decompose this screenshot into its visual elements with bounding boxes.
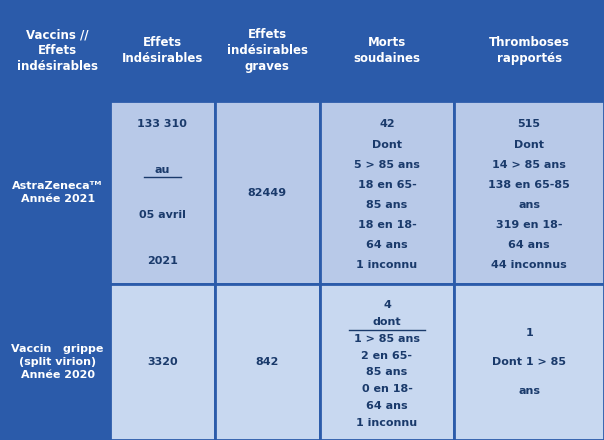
Text: 64 ans: 64 ans (366, 401, 408, 411)
Text: 14 > 85 ans: 14 > 85 ans (492, 160, 566, 169)
Text: dont: dont (373, 317, 401, 327)
FancyBboxPatch shape (215, 101, 320, 284)
Text: 82449: 82449 (248, 187, 287, 198)
Text: 515: 515 (518, 119, 541, 129)
FancyBboxPatch shape (110, 0, 215, 101)
Text: 842: 842 (255, 357, 279, 367)
Text: 133 310: 133 310 (138, 119, 187, 129)
FancyBboxPatch shape (320, 101, 454, 284)
Text: Dont: Dont (514, 139, 544, 150)
Text: 2021: 2021 (147, 256, 178, 266)
Text: Vaccin   grippe
(split virion)
Année 2020: Vaccin grippe (split virion) Année 2020 (11, 344, 104, 380)
FancyBboxPatch shape (110, 101, 215, 284)
Text: 2 en 65-: 2 en 65- (361, 351, 413, 361)
FancyBboxPatch shape (110, 284, 215, 440)
Text: 3320: 3320 (147, 357, 178, 367)
Text: 1 inconnu: 1 inconnu (356, 260, 417, 270)
Text: AstraZenecaᵀᴹ
Année 2021: AstraZenecaᵀᴹ Année 2021 (13, 181, 103, 204)
Text: 1 inconnu: 1 inconnu (356, 418, 417, 428)
Text: 18 en 18-: 18 en 18- (358, 220, 416, 230)
Text: 138 en 65-85: 138 en 65-85 (488, 180, 570, 190)
FancyBboxPatch shape (5, 284, 110, 440)
Text: 85 ans: 85 ans (366, 367, 408, 378)
Text: 1 > 85 ans: 1 > 85 ans (354, 334, 420, 344)
Text: Effets
indésirables
graves: Effets indésirables graves (226, 28, 307, 73)
Text: 4: 4 (383, 301, 391, 310)
Text: ans: ans (518, 385, 540, 396)
Text: 85 ans: 85 ans (366, 200, 408, 210)
FancyBboxPatch shape (215, 284, 320, 440)
Text: Thromboses
rapportés: Thromboses rapportés (489, 36, 570, 65)
FancyBboxPatch shape (5, 101, 110, 284)
FancyBboxPatch shape (215, 0, 320, 101)
Text: 18 en 65-: 18 en 65- (358, 180, 416, 190)
Text: 44 inconnus: 44 inconnus (491, 260, 567, 270)
FancyBboxPatch shape (320, 284, 454, 440)
Text: 42: 42 (379, 119, 395, 129)
FancyBboxPatch shape (454, 0, 604, 101)
Text: 0 en 18-: 0 en 18- (362, 384, 413, 394)
Text: 64 ans: 64 ans (509, 240, 550, 250)
Text: Effets
Indésirables: Effets Indésirables (122, 36, 203, 65)
FancyBboxPatch shape (454, 101, 604, 284)
Text: 1: 1 (525, 328, 533, 338)
Text: Dont 1 > 85: Dont 1 > 85 (492, 357, 566, 367)
Text: 319 en 18-: 319 en 18- (496, 220, 562, 230)
Text: Vaccins //
Effets
indésirables: Vaccins // Effets indésirables (17, 28, 98, 73)
Text: ans: ans (518, 200, 540, 210)
Text: au: au (155, 165, 170, 175)
Text: 5 > 85 ans: 5 > 85 ans (354, 160, 420, 169)
FancyBboxPatch shape (320, 0, 454, 101)
Text: Dont: Dont (372, 139, 402, 150)
Text: 05 avril: 05 avril (139, 210, 186, 220)
FancyBboxPatch shape (454, 284, 604, 440)
Text: 64 ans: 64 ans (366, 240, 408, 250)
FancyBboxPatch shape (5, 0, 110, 101)
Text: Morts
soudaines: Morts soudaines (353, 36, 420, 65)
